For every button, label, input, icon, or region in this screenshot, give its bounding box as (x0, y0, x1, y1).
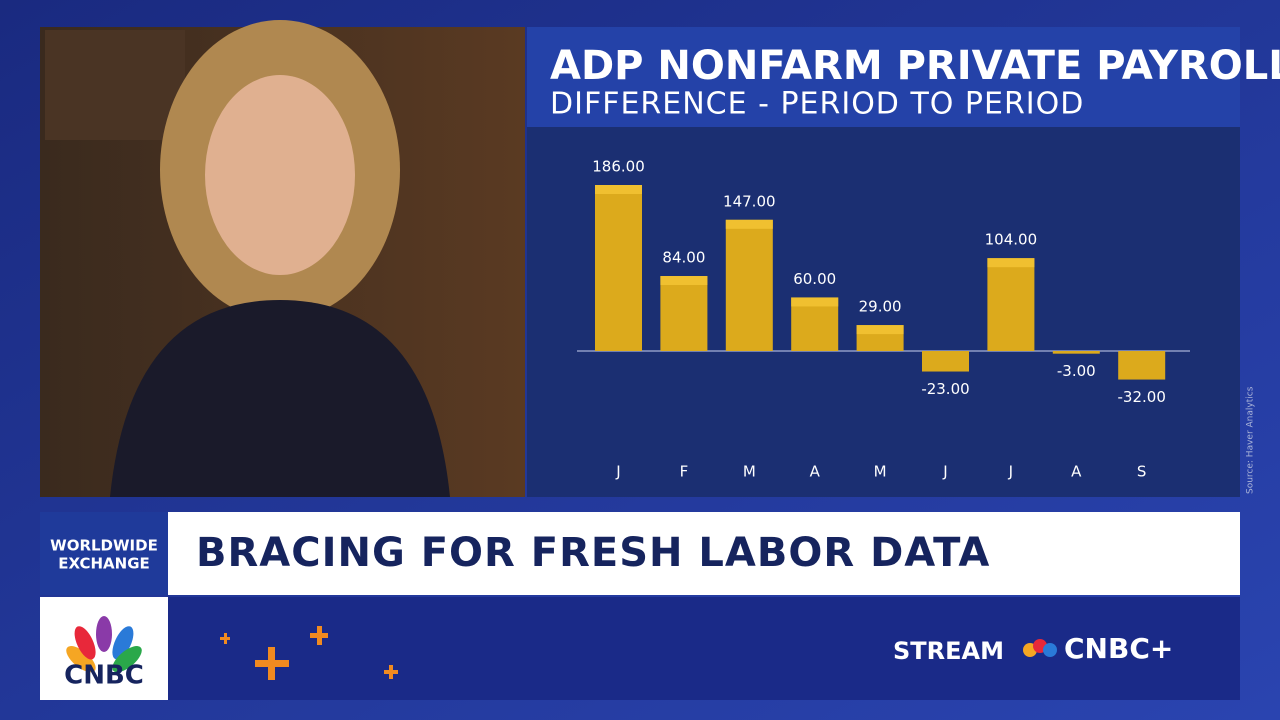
value-label: -3.00 (1057, 362, 1096, 380)
show-box (40, 512, 168, 595)
x-tick-label: J (942, 463, 947, 481)
value-label: 186.00 (592, 158, 645, 176)
stream-label: STREAM (893, 637, 1004, 665)
bar (987, 258, 1035, 351)
video-feed (40, 20, 525, 497)
bar (660, 276, 708, 351)
decor-plus (220, 626, 398, 680)
x-tick-label: A (1071, 463, 1082, 481)
logo-text: CNBC (64, 661, 144, 691)
value-label: -23.00 (921, 380, 969, 398)
x-tick-label: J (1008, 463, 1013, 481)
value-label: 29.00 (859, 298, 902, 316)
bar-cap (791, 297, 839, 307)
value-label: 84.00 (662, 249, 705, 267)
show-line: EXCHANGE (58, 555, 150, 573)
bar (922, 351, 969, 372)
peacock-small (1023, 639, 1057, 657)
bar (1052, 351, 1100, 354)
x-tick-label: A (810, 463, 821, 481)
headline: BRACING FOR FRESH LABOR DATA (196, 530, 990, 576)
bar (1118, 351, 1166, 380)
x-tick-label: J (615, 463, 620, 481)
bar-cap (987, 258, 1035, 268)
plot: 186.00 J 84.00 F 147.00 M 60.00 A 29.00 M -23.00 J 1… (577, 158, 1190, 481)
headline-bar (168, 512, 1240, 595)
x-tick-label: F (680, 463, 689, 481)
bar-cap (595, 185, 642, 194)
stream-brand: CNBC+ (1064, 632, 1173, 665)
chart-panel (527, 127, 1240, 497)
source-note: Source: Haver Analytics (1246, 386, 1256, 494)
value-label: 104.00 (985, 231, 1038, 249)
bar-cap (725, 219, 773, 229)
value-label: 147.00 (723, 192, 776, 210)
x-tick-label: M (874, 463, 887, 481)
peacock-icon (66, 616, 142, 673)
x-tick-label: S (1137, 463, 1147, 481)
ticker-area (168, 597, 1240, 700)
bar (725, 219, 773, 351)
x-tick-label: M (743, 463, 756, 481)
value-label: -32.00 (1118, 388, 1166, 406)
show-line: WORLDWIDE (50, 537, 158, 555)
bar-cap (660, 276, 708, 286)
bar-cap (856, 325, 904, 335)
bar (595, 185, 642, 351)
chart-header (527, 27, 1240, 127)
chart-title: ADP NONFARM PRIVATE PAYROLLS (550, 43, 1280, 89)
value-label: 60.00 (793, 270, 836, 288)
chart-subtitle: DIFFERENCE - PERIOD TO PERIOD (550, 87, 1084, 122)
